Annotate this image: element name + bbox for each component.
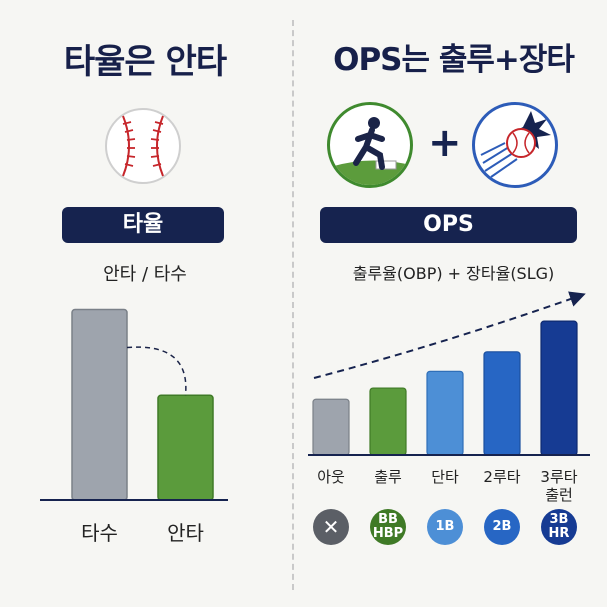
right-badge: 1B bbox=[427, 509, 463, 545]
right-panel: OPS는 출루+장타 + OPS 출루율(OBP) + 장타율(SLG) 아웃 출… bbox=[300, 0, 607, 607]
right-formula: 출루율(OBP) + 장타율(SLG) bbox=[352, 264, 555, 283]
right-bar bbox=[483, 351, 521, 456]
left-pill-label: 타율 bbox=[122, 212, 164, 237]
left-bar-chart: 타수 안타 bbox=[40, 308, 228, 545]
right-pill-label: OPS bbox=[423, 212, 474, 237]
left-panel: 타율은 안타 타율 안타 / 타수 타수 안타 bbox=[0, 0, 290, 607]
baseball-hit-icon bbox=[472, 102, 558, 188]
left-title: 타율은 안타 bbox=[63, 42, 227, 82]
runner-icon bbox=[327, 102, 413, 188]
right-bar-chart bbox=[308, 291, 590, 456]
right-badge: BB HBP bbox=[370, 509, 406, 545]
right-badge: ✕ bbox=[313, 509, 349, 545]
right-pill: OPS bbox=[320, 207, 577, 243]
left-bar bbox=[157, 394, 214, 501]
baseball-icon bbox=[103, 106, 183, 186]
right-category-label: 아웃 bbox=[317, 468, 345, 486]
right-bar bbox=[540, 320, 578, 456]
right-category-label: 출루 bbox=[374, 468, 402, 486]
left-category-label: 안타 bbox=[167, 521, 204, 545]
right-category-label: 3루타 출런 bbox=[540, 468, 578, 504]
right-badge: 2B bbox=[484, 509, 520, 545]
left-bar bbox=[71, 308, 128, 501]
right-badge: 3B HR bbox=[541, 509, 577, 545]
left-pill: 타율 bbox=[62, 207, 224, 243]
right-category-label: 단타 bbox=[431, 468, 459, 486]
right-title: OPS는 출루+장타 bbox=[333, 42, 575, 78]
left-dashed-connector bbox=[126, 346, 187, 396]
right-bar bbox=[312, 398, 350, 456]
right-category-label: 2루타 bbox=[483, 468, 521, 486]
right-bar bbox=[426, 370, 464, 456]
plus-sign: + bbox=[428, 120, 462, 166]
left-formula: 안타 / 타수 bbox=[103, 264, 187, 285]
panel-divider bbox=[292, 20, 294, 590]
left-category-label: 타수 bbox=[81, 521, 118, 545]
trend-arrow bbox=[313, 291, 586, 379]
right-bar bbox=[369, 387, 407, 456]
